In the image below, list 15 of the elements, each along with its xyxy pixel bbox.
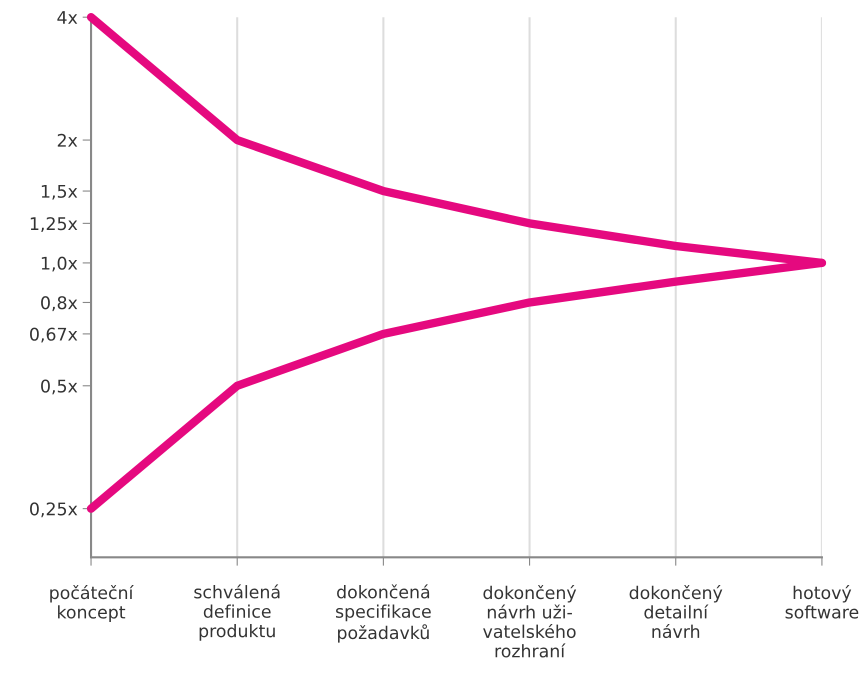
y-tick-label: 0,25x xyxy=(30,502,78,518)
y-tick-label: 1,25x xyxy=(30,217,78,232)
y-tick-label: 1,0x xyxy=(42,256,78,272)
x-tick-label: hotový software xyxy=(786,585,858,619)
y-tick-label: 0,67x xyxy=(30,328,78,343)
y-tick-label: 0,8x xyxy=(41,296,78,312)
x-tick-label: dokončený detailní návrh xyxy=(630,585,722,638)
x-tick-label: dokončená specifikace požadavků xyxy=(336,584,431,643)
y-tick-label: 2x xyxy=(58,134,78,147)
x-tick-label: schválená definice produktu xyxy=(194,584,280,641)
x-tick-label: počáteční koncept xyxy=(50,585,134,622)
y-tick-label: 1,5x xyxy=(42,184,78,200)
y-tick-label: 4x xyxy=(57,11,78,24)
x-tick-label: dokončený návrh uži- vatelského rozhraní xyxy=(483,585,576,658)
y-tick-label: 0,5x xyxy=(41,379,78,394)
